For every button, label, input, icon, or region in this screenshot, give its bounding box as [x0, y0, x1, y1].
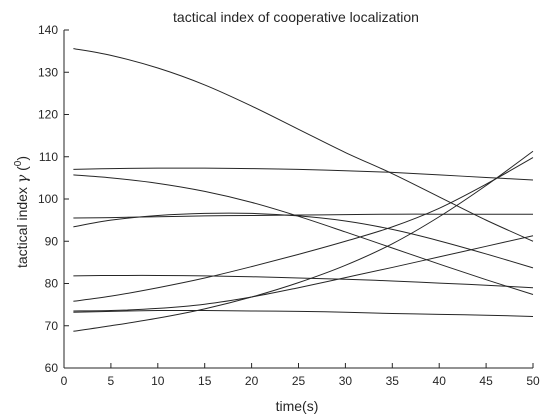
series-line-8	[73, 235, 534, 312]
x-tick-label: 30	[339, 374, 353, 388]
x-tick-label: 20	[245, 374, 259, 388]
y-tick-label: 70	[45, 319, 59, 333]
x-tick-label: 35	[386, 374, 400, 388]
series-line-3	[73, 174, 534, 295]
series-line-1	[73, 48, 534, 242]
series-line-9	[73, 309, 534, 317]
y-tick-label: 100	[38, 192, 58, 206]
x-axis-label: time(s)	[276, 398, 319, 414]
x-tick-label: 10	[151, 374, 165, 388]
y-tick-label: 90	[45, 234, 59, 248]
x-tick-label: 5	[108, 374, 115, 388]
y-axis-label-sup: 0	[13, 160, 24, 166]
y-axis-label-close: )	[14, 156, 30, 161]
x-tick-label: 40	[433, 374, 447, 388]
y-tick-label: 80	[45, 277, 59, 291]
x-tick-label: 25	[292, 374, 306, 388]
y-axis-label-open: (	[14, 166, 30, 175]
y-tick-label: 120	[38, 108, 58, 122]
y-axis-label: tactical index γ (0)	[13, 156, 31, 268]
y-tick-label: 110	[39, 150, 58, 164]
series-line-5	[73, 212, 534, 269]
x-tick-label: 50	[526, 374, 540, 388]
y-tick-label: 140	[38, 23, 58, 37]
y-tick-label: 60	[45, 361, 59, 375]
series-line-2	[73, 167, 534, 181]
y-axis-label-main: tactical index	[14, 183, 30, 268]
chart-title: tactical index of cooperative localizati…	[173, 9, 419, 25]
plot-frame	[63, 30, 533, 369]
x-axis-ticks: 0 5 10 15 20 25 30 35 40 45 50	[61, 363, 540, 388]
y-tick-label: 130	[38, 65, 58, 79]
y-axis-ticks: 60 70 80 90 100 110 120 130 140	[38, 23, 69, 375]
series-lines	[73, 48, 534, 332]
y-axis-label-symbol: γ	[15, 174, 31, 183]
x-tick-label: 45	[479, 374, 493, 388]
series-line-7	[73, 157, 534, 302]
x-tick-label: 15	[198, 374, 212, 388]
x-tick-label: 0	[61, 374, 68, 388]
series-line-6	[73, 274, 534, 289]
series-line-10	[73, 150, 534, 332]
